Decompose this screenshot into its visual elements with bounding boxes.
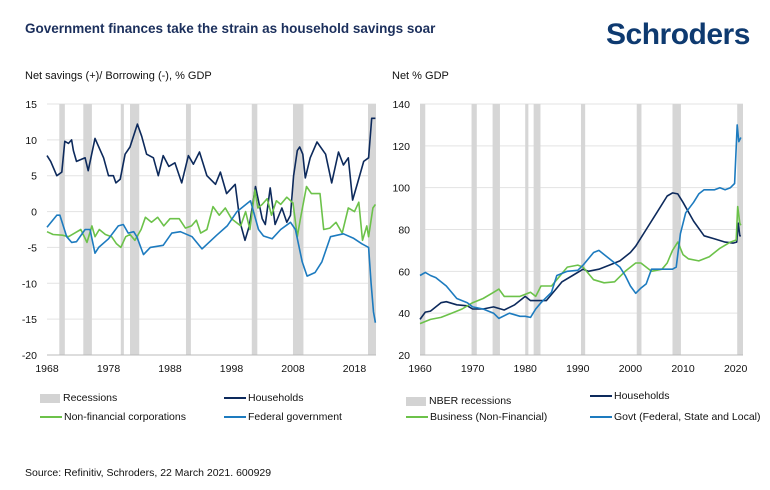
legend-label: Households bbox=[614, 390, 670, 402]
legend-recessions-left: Recessions bbox=[40, 392, 117, 404]
y-tick-label: -5 bbox=[28, 242, 37, 254]
y-tick-label: 0 bbox=[31, 207, 37, 219]
legend-label: Govt (Federal, State and Local) bbox=[614, 411, 761, 423]
x-tick-label: 2010 bbox=[671, 363, 695, 375]
legend-business-right: Business (Non-Financial) bbox=[406, 411, 547, 423]
y-tick-label: 5 bbox=[31, 171, 37, 183]
legend-federal-left: Federal government bbox=[224, 411, 342, 423]
series-business-non-financial bbox=[419, 205, 742, 325]
figure-title: Government finances take the strain as h… bbox=[25, 21, 436, 36]
legend-households-right: Households bbox=[590, 390, 669, 402]
x-tick-label: 1968 bbox=[35, 363, 59, 375]
x-tick-label: 1988 bbox=[158, 363, 182, 375]
right-chart-title: Net % GDP bbox=[392, 70, 449, 82]
legend-nfc-left: Non-financial corporations bbox=[40, 411, 186, 423]
y-tick-label: 20 bbox=[398, 350, 410, 362]
recession-band bbox=[492, 104, 500, 355]
left-chart-title: Net savings (+)/ Borrowing (-), % GDP bbox=[25, 70, 212, 82]
x-tick-label: 1990 bbox=[566, 363, 590, 375]
line-swatch bbox=[40, 416, 62, 418]
recession-band bbox=[533, 104, 541, 355]
series-govt-federal-state-and-local bbox=[419, 124, 742, 320]
x-tick-label: 2000 bbox=[619, 363, 643, 375]
series-non-financial-corporations bbox=[46, 185, 377, 249]
y-tick-label: 120 bbox=[392, 141, 410, 153]
x-tick-label: 1980 bbox=[514, 363, 538, 375]
x-tick-label: 2008 bbox=[281, 363, 305, 375]
y-tick-label: 80 bbox=[398, 225, 410, 237]
line-swatch bbox=[224, 397, 246, 399]
line-swatch bbox=[590, 416, 612, 418]
recession-swatch bbox=[40, 393, 60, 403]
recession-band bbox=[525, 104, 529, 355]
legend-label: Households bbox=[248, 392, 304, 404]
series-federal-government bbox=[46, 200, 377, 323]
line-swatch bbox=[406, 416, 428, 418]
y-tick-label: 100 bbox=[392, 183, 410, 195]
y-tick-label: 40 bbox=[398, 308, 410, 320]
y-tick-label: 15 bbox=[25, 99, 37, 111]
recession-band bbox=[420, 104, 426, 355]
recession-band bbox=[737, 104, 743, 355]
recession-swatch bbox=[406, 396, 426, 406]
y-tick-label: 140 bbox=[392, 99, 410, 111]
recession-band bbox=[59, 104, 65, 355]
recession-band bbox=[636, 104, 642, 355]
series-households bbox=[419, 192, 741, 320]
legend-label: Federal government bbox=[248, 411, 342, 423]
legend-label: Non-financial corporations bbox=[64, 411, 186, 423]
x-tick-label: 1960 bbox=[408, 363, 432, 375]
line-swatch bbox=[590, 395, 612, 397]
line-swatch bbox=[224, 416, 246, 418]
y-tick-label: -10 bbox=[22, 278, 37, 290]
schroders-logo: Schroders bbox=[606, 18, 750, 51]
y-tick-label: -15 bbox=[22, 314, 37, 326]
recession-band bbox=[251, 104, 258, 355]
recession-band bbox=[130, 104, 140, 355]
recession-band bbox=[672, 104, 681, 355]
x-tick-label: 1998 bbox=[220, 363, 244, 375]
legend-recessions-right: NBER recessions bbox=[406, 395, 511, 407]
y-tick-label: -20 bbox=[22, 350, 37, 362]
x-tick-label: 1978 bbox=[97, 363, 121, 375]
series-households bbox=[46, 117, 376, 242]
legend-label: Recessions bbox=[63, 392, 118, 404]
legend-households-left: Households bbox=[224, 392, 303, 404]
legend-label: Business (Non-Financial) bbox=[430, 411, 548, 423]
legend-govt-right: Govt (Federal, State and Local) bbox=[590, 411, 761, 423]
y-tick-label: 10 bbox=[25, 135, 37, 147]
recession-band bbox=[580, 104, 586, 355]
legend-label: NBER recessions bbox=[429, 395, 512, 407]
recession-band bbox=[120, 104, 124, 355]
recession-band bbox=[471, 104, 477, 355]
recession-band bbox=[185, 104, 191, 355]
source-note: Source: Refinitiv, Schroders, 22 March 2… bbox=[25, 467, 272, 479]
x-tick-label: 1970 bbox=[461, 363, 485, 375]
x-tick-label: 2018 bbox=[343, 363, 367, 375]
x-tick-label: 2020 bbox=[724, 363, 748, 375]
recession-band bbox=[368, 104, 376, 355]
y-tick-label: 60 bbox=[398, 266, 410, 278]
